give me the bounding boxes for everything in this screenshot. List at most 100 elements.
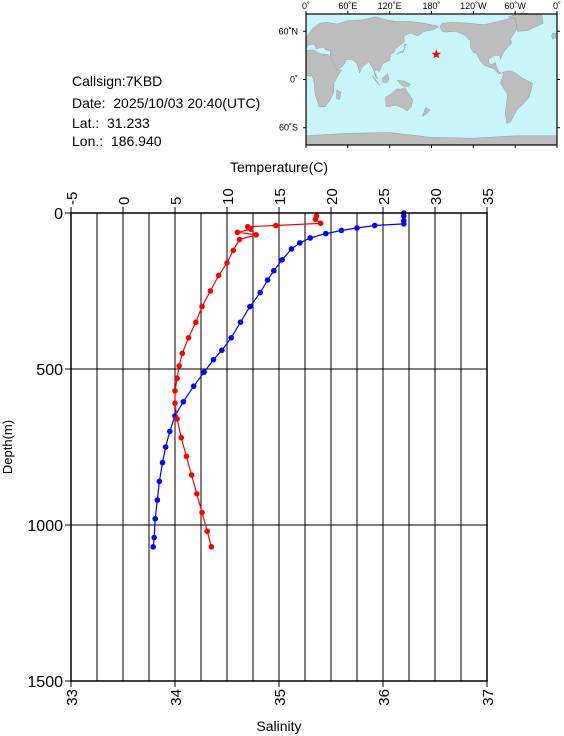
temperature-tick-label: 0 (116, 197, 133, 205)
salinity-point (174, 375, 180, 382)
borneo-land (381, 73, 390, 83)
temperature-point (257, 289, 264, 296)
salinity-point (215, 272, 222, 279)
salinity-point (199, 509, 205, 516)
temperature-tick-label: 35 (480, 188, 497, 205)
map-lat-label: 0˚ (290, 75, 298, 85)
callsign-text: Callsign:7KBD (72, 73, 163, 89)
temperature-point (264, 277, 271, 283)
salinity-point (199, 303, 205, 310)
temperature-point (297, 240, 303, 246)
salinity-point (230, 247, 237, 254)
salinity-point (172, 388, 178, 394)
salinity-tick-label: 37 (480, 689, 497, 706)
temperature-point (180, 398, 187, 405)
temperature-point (156, 478, 163, 485)
salinity-point (236, 236, 243, 243)
temperature-point (401, 221, 407, 227)
salinity-point (273, 222, 279, 229)
temperature-tick-label: 10 (220, 188, 237, 205)
temperature-point (237, 319, 244, 326)
temperature-point (152, 515, 159, 522)
temperature-point (371, 222, 378, 229)
map-lat-label: 60˚S (279, 123, 298, 133)
salinity-point (188, 472, 195, 478)
africa-land (305, 49, 342, 107)
salinity-tick-label: 35 (272, 689, 289, 706)
temperature-axis-label: Temperature(C) (230, 159, 328, 175)
profile-series (150, 210, 407, 550)
salinity-point (317, 220, 324, 227)
temperature-point (354, 225, 360, 231)
salinity-point (178, 434, 185, 441)
salinity-point (208, 544, 215, 550)
temperature-point (279, 257, 285, 263)
temperature-point (151, 534, 157, 541)
map-lon-label: 120˚E (378, 1, 402, 11)
temperature-tick-label: 15 (272, 188, 289, 205)
depth-tick-label: 1500 (27, 674, 63, 691)
salinity-tick-label: 36 (376, 689, 393, 706)
temperature-point (162, 444, 169, 450)
salinity-point (172, 400, 178, 407)
station-star-icon (431, 49, 442, 59)
new-zealand-land (421, 107, 431, 118)
temperature-point (323, 230, 329, 237)
depth-tick-label: 500 (36, 362, 63, 379)
sumatra-land (372, 75, 381, 86)
depth-axis-label: Depth(m) (0, 420, 15, 474)
temperature-point (401, 213, 407, 219)
plot-grid (70, 212, 488, 682)
new-guinea-land (396, 80, 411, 87)
south-america-land (500, 70, 533, 125)
latitude-text: Lat.: 31.233 (72, 115, 150, 131)
salinity-point (224, 260, 230, 266)
temperature-point (228, 335, 234, 341)
madagascar-land (336, 89, 342, 100)
depth-tick-label: 0 (54, 206, 63, 223)
salinity-point (193, 319, 199, 326)
temperature-point (154, 497, 161, 503)
australia-land (385, 87, 413, 112)
temperature-point (307, 235, 314, 241)
salinity-point (312, 216, 319, 223)
salinity-point (194, 491, 200, 497)
salinity-axis-label: Salinity (256, 718, 301, 734)
temperature-point (167, 428, 173, 435)
map-lon-label: 0˚ (302, 1, 310, 11)
salinity-point (185, 335, 192, 341)
salinity-point (183, 453, 190, 460)
temperature-tick-label: 25 (376, 188, 393, 205)
britain-land (551, 32, 556, 40)
salinity-point (234, 229, 241, 236)
temperature-point (288, 246, 295, 252)
location-map: 0˚ 60˚E 120˚E 180˚ 120˚W 60˚W 0˚ 60˚N 0˚ 60˚S (278, 1, 561, 148)
salinity-point (253, 232, 259, 238)
salinity-point (174, 416, 180, 422)
salinity-tick-label: 34 (168, 689, 185, 706)
salinity-point (176, 363, 182, 369)
longitude-text: Lon.: 186.940 (72, 133, 162, 149)
salinity-point (204, 528, 211, 535)
temperature-point (271, 267, 277, 274)
temperature-point (190, 383, 197, 389)
temperature-point (150, 544, 156, 550)
depth-tick-label: 1000 (27, 518, 63, 535)
temperature-tick-label: 20 (324, 188, 341, 205)
temperature-point (247, 303, 253, 310)
map-lon-label: 60˚W (504, 1, 526, 11)
japan-land (396, 43, 407, 55)
temperature-point (210, 356, 217, 363)
temperature-point (338, 227, 345, 234)
temperature-point (159, 459, 166, 466)
map-lon-label: 180˚ (422, 1, 440, 11)
map-lat-label: 60˚N (278, 26, 298, 36)
salinity-point (248, 226, 254, 233)
map-lon-label: 0˚ (553, 1, 561, 11)
temperature-tick-label: -5 (64, 192, 81, 205)
date-text: Date: 2025/10/03 20:40(UTC) (72, 95, 261, 111)
map-lon-label: 120˚W (460, 1, 487, 11)
map-lon-label: 60˚E (338, 1, 357, 11)
